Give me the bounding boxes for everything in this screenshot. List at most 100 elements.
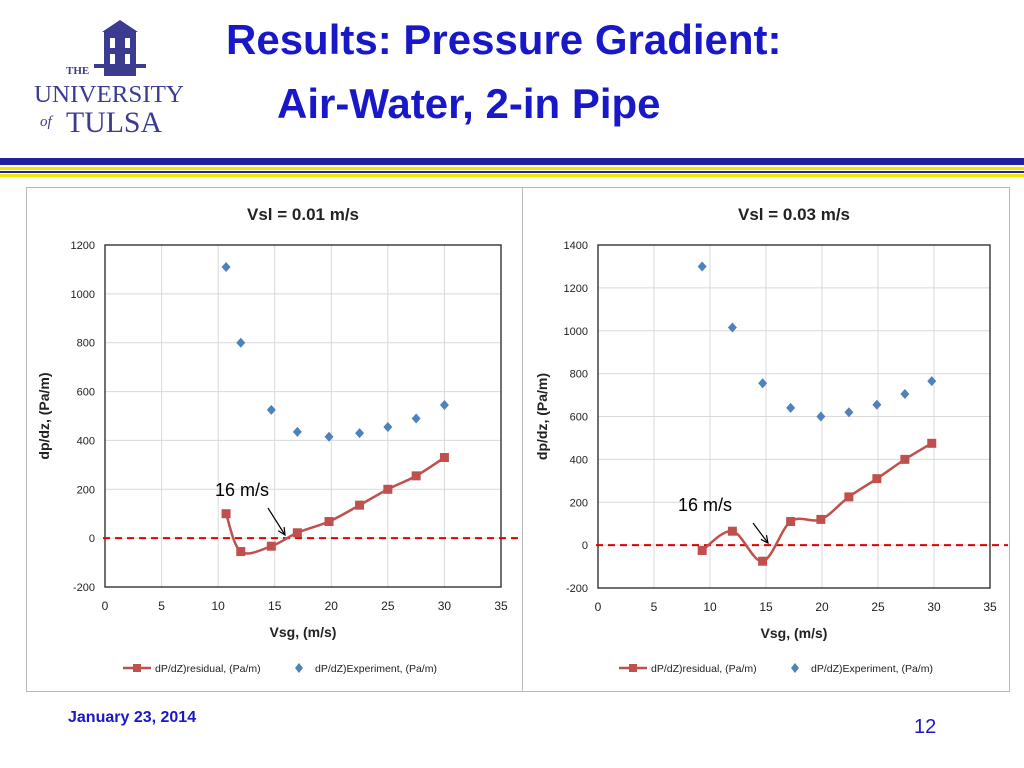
experiment-data-point (816, 411, 826, 422)
legend-experiment-label: dP/dZ)Experiment, (Pa/m) (315, 663, 437, 675)
experiment-data-point (266, 404, 276, 415)
logo-tulsa-text: TULSA (66, 106, 162, 139)
experiment-data-point (292, 426, 302, 437)
title-line-1: Results: Pressure Gradient: (226, 16, 782, 63)
title-line-2: Air-Water, 2-in Pipe (277, 80, 661, 127)
legend-experiment-marker (791, 663, 799, 673)
legend-experiment-marker (295, 663, 303, 673)
y-tick-label: 1200 (71, 240, 95, 252)
y-tick-label: 200 (570, 497, 588, 509)
y-tick-label: 1400 (564, 240, 588, 252)
annotation-arrow (752, 522, 769, 544)
y-tick-label: 800 (570, 369, 588, 381)
experiment-data-point (697, 261, 707, 272)
x-tick-label: 10 (703, 600, 717, 614)
chart-title: Vsl = 0.03 m/s (738, 205, 850, 224)
y-axis-label: dp/dz, (Pa/m) (534, 373, 550, 460)
logo-university-text: UNIVERSITY (34, 82, 184, 108)
residual-data-point (927, 438, 937, 448)
chart-vsl-001: Vsl = 0.01 m/s -200 0 200 400 600 800 1000 1200 0… (36, 205, 519, 675)
legend-residual-label: dP/dZ)residual, (Pa/m) (651, 663, 757, 675)
chart-panel-left: Vsl = 0.01 m/s -200 0 200 400 600 800 1000 1200 0… (26, 187, 523, 692)
y-tick-label: 0 (89, 533, 95, 545)
experiment-data-point (383, 421, 393, 432)
plot-area (104, 244, 502, 588)
residual-data-point (727, 526, 737, 536)
x-axis-label: Vsg, (m/s) (761, 625, 828, 641)
residual-data-point (383, 484, 393, 494)
experiment-data-point (355, 428, 365, 439)
experiment-data-point (236, 337, 246, 348)
y-tick-label: 1000 (71, 289, 95, 301)
experiment-data-point (411, 413, 421, 424)
y-tick-label: -200 (566, 583, 588, 595)
experiment-data-point (221, 261, 231, 272)
logo-of-text: of (40, 114, 54, 130)
y-tick-label: 400 (570, 454, 588, 466)
y-axis-label: dp/dz, (Pa/m) (36, 372, 52, 459)
legend-residual-marker (629, 664, 637, 672)
residual-data-point (439, 453, 449, 463)
y-tick-label: 200 (77, 484, 95, 496)
experiment-data-point (900, 388, 910, 399)
header-rule-blue-thin (0, 171, 1024, 173)
x-tick-label: 35 (983, 600, 997, 614)
y-tick-label: 800 (77, 338, 95, 350)
residual-data-point (786, 517, 796, 527)
residual-data-point (816, 514, 826, 524)
x-tick-label: 15 (268, 599, 282, 613)
y-tick-label: 0 (582, 540, 588, 552)
experiment-data-point (439, 400, 449, 411)
x-tick-label: 20 (815, 600, 829, 614)
residual-data-point (236, 547, 246, 557)
experiment-data-point (324, 431, 334, 442)
annotation-arrowhead (760, 535, 769, 545)
x-tick-label: 10 (211, 599, 225, 613)
residual-data-point (872, 474, 882, 484)
y-tick-label: 600 (570, 412, 588, 424)
experiment-data-point (844, 407, 854, 418)
annotation-text: 16 m/s (678, 495, 732, 515)
experiment-data-point (758, 378, 768, 389)
residual-data-point (697, 545, 707, 555)
x-tick-label: 35 (494, 599, 508, 613)
y-tick-label: 1200 (564, 283, 588, 295)
y-tick-label: 600 (77, 387, 95, 399)
tower-icon (94, 20, 146, 76)
experiment-data-point (727, 322, 737, 333)
residual-data-point (324, 517, 334, 527)
chart-title: Vsl = 0.01 m/s (247, 205, 359, 224)
residual-data-point (411, 471, 421, 481)
x-tick-label: 5 (158, 599, 165, 613)
residual-data-point (292, 528, 302, 538)
page-number: 12 (914, 716, 937, 738)
residual-data-point (844, 492, 854, 502)
chart-vsl-003: Vsl = 0.03 m/s-2000200400600800100012001… (534, 205, 1008, 675)
logo-the-text: THE (66, 65, 89, 77)
annotation-arrowhead (277, 526, 286, 537)
legend-residual-marker (133, 664, 141, 672)
x-tick-label: 25 (871, 600, 885, 614)
x-tick-label: 15 (759, 600, 773, 614)
legend-residual-label: dP/dZ)residual, (Pa/m) (155, 663, 261, 675)
chart-panel-right: Vsl = 0.03 m/s -200 0 200 400 600 800 1000 1200 1… (522, 187, 1010, 692)
annotation-text: 16 m/s (215, 480, 269, 500)
x-axis-label: Vsg, (m/s) (270, 624, 337, 640)
annotation-arrow (267, 507, 286, 536)
y-tick-label: 400 (77, 435, 95, 447)
residual-data-point (900, 454, 910, 464)
header-rule-blue (0, 158, 1024, 165)
experiment-data-point (927, 376, 937, 387)
x-tick-label: 0 (102, 599, 109, 613)
x-tick-label: 30 (438, 599, 452, 613)
legend-experiment-label: dP/dZ)Experiment, (Pa/m) (811, 663, 933, 675)
header-rule-gold-2 (0, 174, 1024, 177)
y-tick-label: -200 (73, 582, 95, 594)
x-tick-label: 0 (595, 600, 602, 614)
university-of-tulsa-logo: THE UNIVERSITY of TULSA (30, 14, 190, 142)
x-tick-label: 20 (325, 599, 339, 613)
header-rule-gap (0, 165, 1024, 167)
x-tick-label: 30 (927, 600, 941, 614)
experiment-data-point (872, 399, 882, 410)
x-tick-label: 5 (651, 600, 658, 614)
